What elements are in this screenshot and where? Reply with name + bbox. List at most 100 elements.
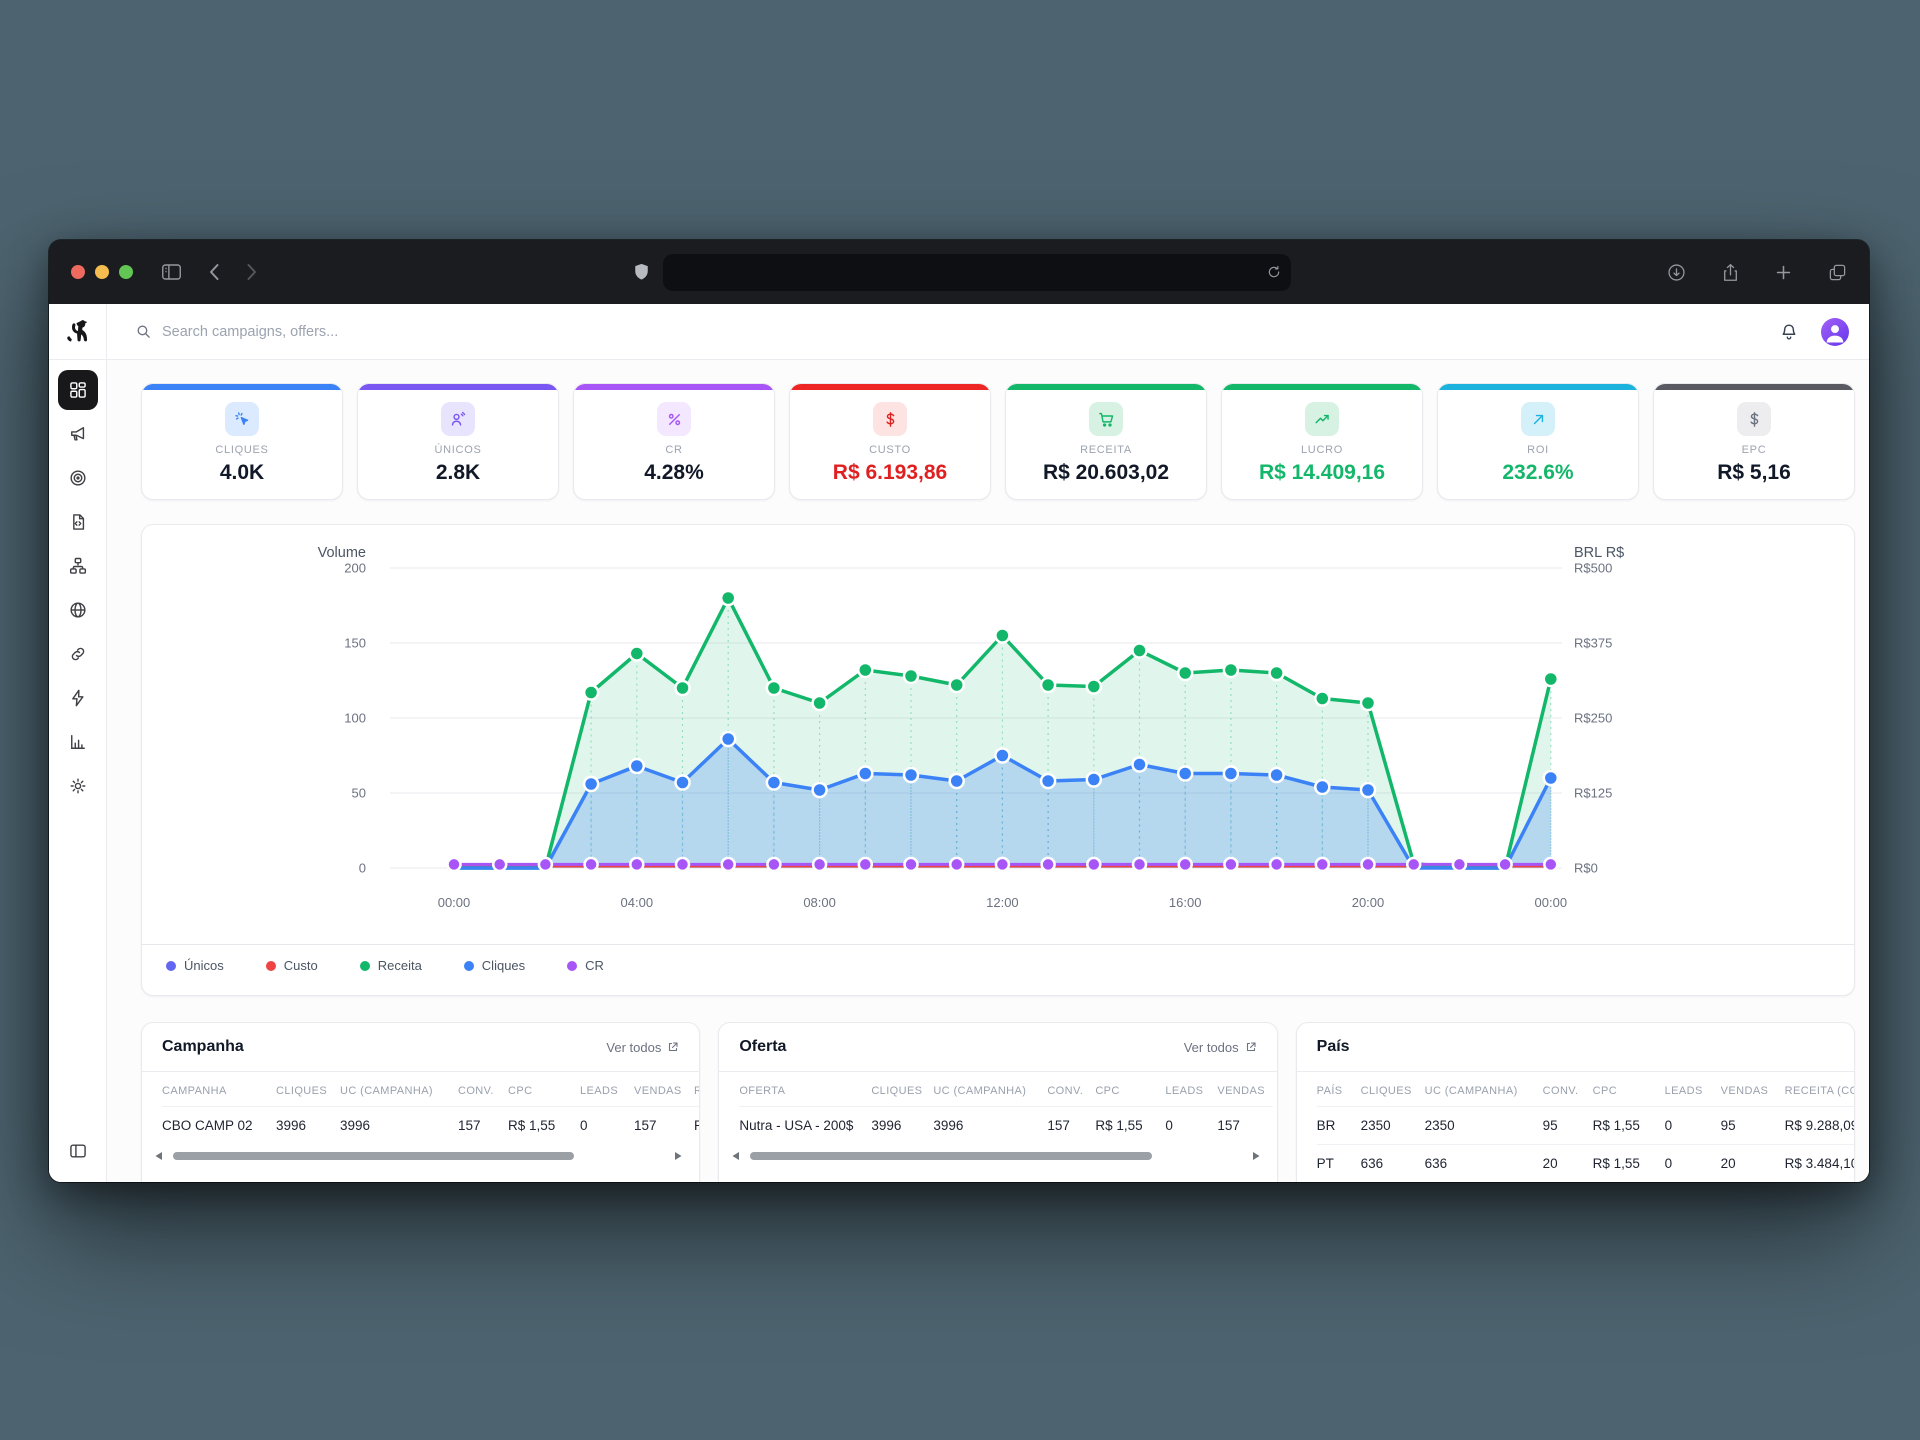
table-row[interactable]: Nutra - USA - 200$ 3996 3996 157 R$ 1,55 0 157 [739, 1106, 1274, 1144]
table-header-row: OFERTA CLIQUES UC (CAMPANHA) CONV. CPC LEADS V… [739, 1072, 1273, 1107]
table-scroll-area[interactable]: OFERTA CLIQUES UC (CAMPANHA) CONV. CPC LEADS V… [739, 1072, 1276, 1144]
legend-item-cliques[interactable]: Cliques [463, 958, 525, 973]
kpi-value: R$ 5,16 [1717, 461, 1791, 484]
user-avatar[interactable] [1821, 317, 1849, 346]
table-scroll-area[interactable]: PAÍS CLIQUES UC (CAMPANHA) CONV. CPC LEADS VEN… [1316, 1072, 1854, 1182]
legend-label: Custo [283, 958, 318, 973]
file-code-icon [72, 514, 84, 530]
scroll-right-icon[interactable] [1252, 1151, 1261, 1161]
app-logo[interactable] [49, 304, 106, 360]
view-all-link[interactable]: Ver todos [1184, 1040, 1257, 1055]
address-input[interactable] [673, 264, 1267, 280]
kpi-card-cliques[interactable]: CLIQUES 4.0K [141, 383, 343, 500]
legend-item-custo[interactable]: Custo [265, 958, 318, 973]
column-header: CPC [1095, 1085, 1120, 1097]
tab-overview-icon[interactable] [1828, 263, 1847, 282]
table-row[interactable]: BR 2350 2350 95 R$ 1,55 0 95 R$ 9.288,09 [1316, 1106, 1854, 1145]
table-scroll-area[interactable]: CAMPANHA CLIQUES UC (CAMPANHA) CONV. CPC LEAD… [162, 1072, 700, 1144]
kpi-accent-bar [1222, 384, 1422, 390]
table-cell: 0 [1664, 1144, 1721, 1182]
view-all-link[interactable]: Ver todos [606, 1040, 679, 1055]
svg-text:08:00: 08:00 [803, 895, 836, 910]
scroll-right-icon[interactable] [674, 1151, 683, 1161]
table-row[interactable]: PT 636 636 20 R$ 1,55 0 20 R$ 3.484,10 [1316, 1144, 1854, 1182]
column-header: PAÍS [1316, 1085, 1343, 1097]
search-input[interactable] [162, 323, 582, 340]
downloads-icon[interactable] [1667, 263, 1686, 282]
share-icon[interactable] [1722, 263, 1739, 282]
sidebar-item-domains[interactable] [58, 590, 98, 630]
kpi-card-receita[interactable]: RECEITA R$ 20.603,02 [1005, 383, 1207, 500]
legend-label: CR [585, 958, 604, 973]
horizontal-scrollbar[interactable] [731, 1149, 1260, 1163]
table-cell: R$ [694, 1106, 700, 1144]
sidebar [49, 304, 107, 1182]
shield-icon[interactable] [634, 263, 649, 281]
legend-item-cr[interactable]: CR [567, 958, 604, 973]
reload-icon[interactable] [1267, 265, 1281, 279]
kpi-label: CR [665, 444, 683, 456]
chart-legend: Únicos Custo Receita Cliques CR [142, 945, 1854, 973]
table-cell: 0 [1664, 1106, 1721, 1145]
sidebar-item-dashboard[interactable] [57, 370, 98, 410]
external-link-icon [669, 1042, 678, 1052]
table-cell: 157 [634, 1106, 694, 1144]
sidebar-item-automation[interactable] [58, 678, 98, 718]
legend-item-receita[interactable]: Receita [359, 958, 422, 973]
table-card-campanha: Campanha Ver todos CAMPANHA CLIQUES UC (CAMP… [141, 1022, 701, 1182]
sidebar-toggle-icon[interactable] [161, 263, 182, 281]
table-cell: 2350 [1360, 1106, 1425, 1145]
legend-item-únicos[interactable]: Únicos [166, 958, 224, 973]
kpi-accent-bar [1006, 384, 1206, 390]
user-icon [1826, 324, 1844, 342]
window-controls [71, 265, 133, 279]
sidebar-item-offers[interactable] [58, 458, 98, 498]
kpi-card-lucro[interactable]: LUCRO R$ 14.409,16 [1221, 383, 1423, 500]
close-button[interactable] [71, 265, 85, 279]
scrollbar-thumb[interactable] [750, 1152, 1152, 1160]
notifications-button[interactable] [1779, 322, 1799, 342]
table-cell: R$ 1,55 [1592, 1144, 1665, 1182]
kpi-card-únicos[interactable]: ÚNICOS 2.8K [357, 383, 559, 500]
svg-text:R$500: R$500 [1574, 561, 1612, 576]
minimize-button[interactable] [95, 265, 109, 279]
scroll-left-icon[interactable] [731, 1151, 740, 1161]
new-tab-icon[interactable] [1775, 264, 1792, 281]
column-header: LEADS [1165, 1085, 1204, 1097]
table-cell: 157 [458, 1106, 508, 1144]
scrollbar-thumb[interactable] [173, 1152, 575, 1160]
kpi-accent-bar [790, 384, 990, 390]
kpi-label: ROI [1527, 444, 1549, 456]
kpi-value: R$ 20.603,02 [1042, 461, 1170, 484]
dashboard-content: CLIQUES 4.0K ÚNICOS 2.8K CR 4.28% CUSTO R$ 6.19… [107, 360, 1869, 1182]
kpi-card-roi[interactable]: ROI 232.6% [1437, 383, 1639, 500]
sidebar-item-campaigns[interactable] [58, 414, 98, 454]
forward-icon[interactable] [246, 263, 258, 281]
kpi-card-cr[interactable]: CR 4.28% [573, 383, 775, 500]
sidebar-collapse-button[interactable] [68, 1131, 88, 1182]
column-header: VENDAS [1720, 1085, 1769, 1097]
sidebar-item-settings[interactable] [58, 766, 98, 806]
horizontal-scrollbar[interactable] [154, 1149, 683, 1163]
svg-text:R$375: R$375 [1574, 636, 1612, 651]
address-bar[interactable] [663, 253, 1291, 291]
svg-text:150: 150 [344, 636, 366, 651]
back-icon[interactable] [208, 263, 220, 281]
legend-dot [265, 960, 276, 971]
search-icon [137, 325, 150, 338]
kpi-card-epc[interactable]: EPC R$ 5,16 [1653, 383, 1855, 500]
zoom-button[interactable] [119, 265, 133, 279]
sidebar-item-links[interactable] [58, 634, 98, 674]
traffic-chart[interactable]: 200 R$500 150 R$375 100 R$250 50 R$125 0 R$0 Volum… [142, 545, 1855, 925]
global-search[interactable] [135, 323, 1767, 340]
svg-text:Volume: Volume [318, 545, 366, 561]
table-cell: 3996 [933, 1106, 1048, 1144]
kpi-card-custo[interactable]: CUSTO R$ 6.193,86 [789, 383, 991, 500]
scroll-left-icon[interactable] [154, 1151, 163, 1161]
cursor-click-icon [225, 402, 259, 436]
sidebar-item-flows[interactable] [58, 546, 98, 586]
svg-text:0: 0 [359, 861, 366, 876]
sidebar-item-reports[interactable] [58, 722, 98, 762]
sidebar-item-landers[interactable] [58, 502, 98, 542]
